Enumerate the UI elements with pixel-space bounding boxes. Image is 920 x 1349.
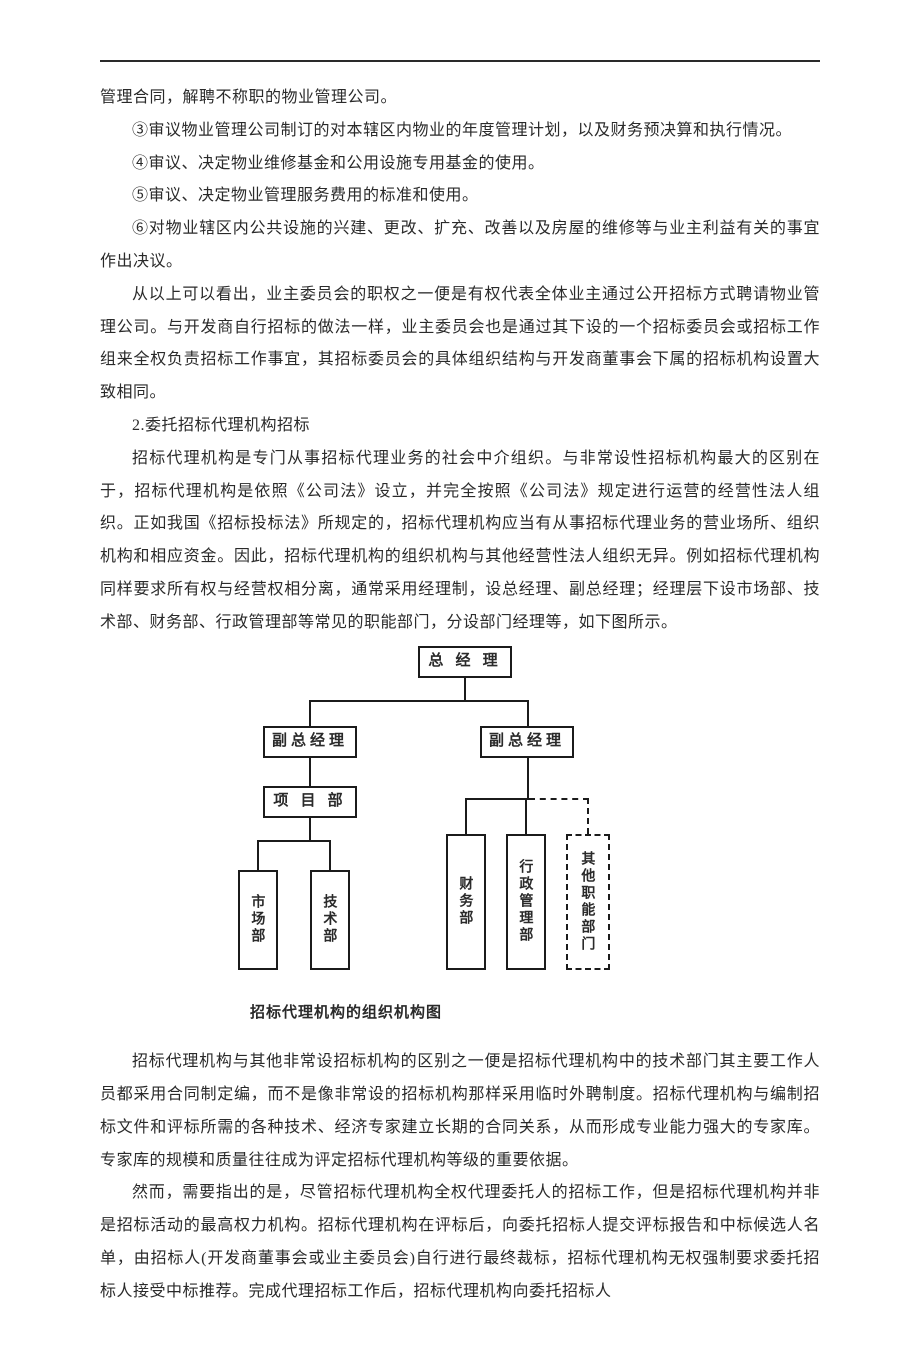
node-root: 总 经 理 [418, 646, 512, 678]
para-p9: 招标代理机构与其他非常设招标机构的区别之一便是招标代理机构中的技术部门其主要工作… [100, 1046, 820, 1177]
para-p6: 从以上可以看出，业主委员会的职权之一便是有权代表全体业主通过公开招标方式聘请物业… [100, 279, 820, 410]
node-tech-dept: 技术部 [310, 870, 350, 970]
node-market-dept: 市场部 [238, 870, 278, 970]
node-finance-dept: 财务部 [446, 834, 486, 970]
node-admin-dept: 行政管理部 [506, 834, 546, 970]
org-chart: 总 经 理 副总经理 副总经理 项 目 部 市场部 技术部 财务部 行政管理部 … [210, 646, 640, 986]
para-p1: 管理合同，解聘不称职的物业管理公司。 [100, 82, 820, 115]
node-other-dept: 其他职能部门 [566, 834, 610, 970]
para-p10: 然而，需要指出的是，尽管招标代理机构全权代理委托人的招标工作，但是招标代理机构并… [100, 1177, 820, 1308]
para-p4: ⑤审议、决定物业管理服务费用的标准和使用。 [100, 180, 820, 213]
section-title: 2.委托招标代理机构招标 [100, 410, 820, 443]
para-p8: 招标代理机构是专门从事招标代理业务的社会中介组织。与非常设性招标机构最大的区别在… [100, 443, 820, 640]
node-vp-right: 副总经理 [480, 726, 574, 758]
diagram-caption: 招标代理机构的组织机构图 [250, 998, 820, 1029]
para-p2: ③审议物业管理公司制订的对本辖区内物业的年度管理计划，以及财务预决算和执行情况。 [100, 115, 820, 148]
node-vp-left: 副总经理 [263, 726, 357, 758]
para-p5: ⑥对物业辖区内公共设施的兴建、更改、扩充、改善以及房屋的维修等与业主利益有关的事… [100, 213, 820, 279]
node-project-dept: 项 目 部 [263, 786, 357, 818]
para-p3: ④审议、决定物业维修基金和公用设施专用基金的使用。 [100, 148, 820, 181]
